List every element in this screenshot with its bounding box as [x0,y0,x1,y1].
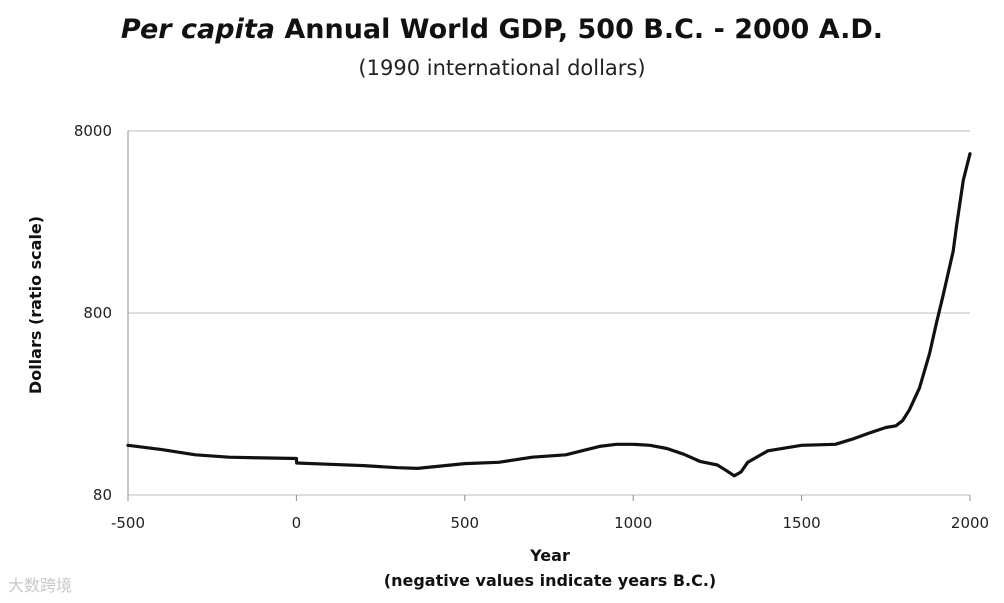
chart-title-italic: Per capita [120,14,275,45]
x-tick-label: 0 [292,514,302,532]
y-tick-label: 80 [93,486,112,504]
chart-title: Per capita Annual World GDP, 500 B.C. - … [0,14,1004,45]
chart-subtitle: (1990 international dollars) [358,56,646,80]
chart-title-rest: Annual World GDP, 500 B.C. - 2000 A.D. [274,14,884,45]
x-tick-label: 1000 [614,514,652,532]
y-tick-label: 800 [83,304,112,322]
y-axis-label: Dollars (ratio scale) [26,216,45,394]
grid-lines [128,130,970,496]
x-tick-label: -500 [111,514,145,532]
x-tick-label: 1500 [783,514,821,532]
series-line-0 [126,152,972,478]
y-tick-label: 8000 [74,122,112,140]
x-axis-label: Year [530,546,570,565]
x-tick-label: 500 [450,514,479,532]
watermark-text: 大数跨境 [8,576,73,595]
axes [127,131,971,501]
x-tick-label: 2000 [951,514,989,532]
x-axis-note: (negative values indicate years B.C.) [383,571,717,590]
series-layer [126,152,972,478]
tick-labels: 80 800 8000 -500 0 500 1000 1500 2000 [74,122,989,532]
